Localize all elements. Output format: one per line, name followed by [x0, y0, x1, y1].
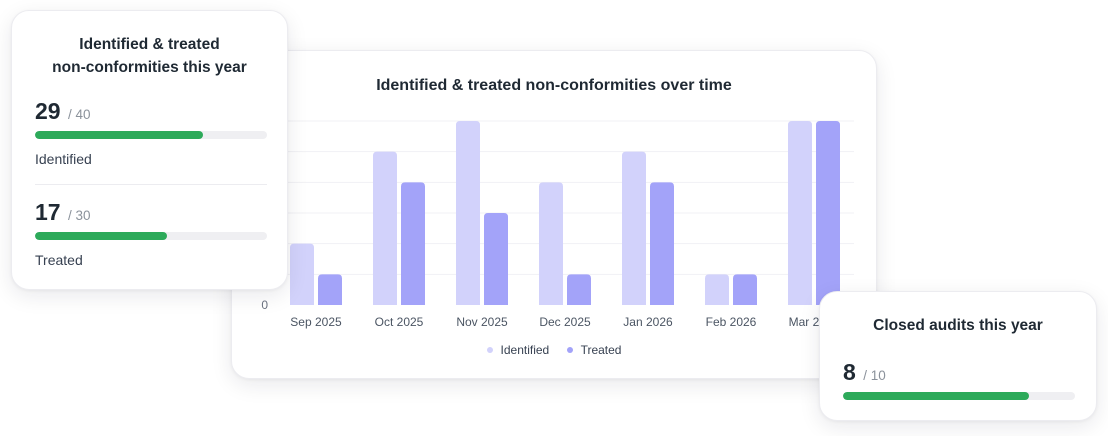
- bar-treated-2[interactable]: [484, 213, 508, 305]
- bar-treated-6[interactable]: [816, 121, 840, 305]
- treated-value: 17: [35, 199, 61, 225]
- audits-progress-bar: [843, 392, 1075, 400]
- bar-identified-6[interactable]: [788, 121, 812, 305]
- y-tick-label: 0: [261, 298, 268, 312]
- closed-audits-card: Closed audits this year 8 / 10: [819, 291, 1097, 421]
- chart-title: Identified & treated non-conformities ov…: [376, 77, 732, 94]
- legend-item-identified[interactable]: Identified: [486, 343, 550, 357]
- bar-treated-1[interactable]: [401, 182, 425, 305]
- bar-chart: 0 Sep 2025 Oct 2025 Nov 2025 Dec 2025 Jan 202…: [261, 120, 854, 329]
- nonconformities-stats-card: Identified & treated non-conformities th…: [11, 10, 288, 290]
- x-tick-label: Jan 2026: [623, 315, 673, 329]
- identified-total: / 40: [68, 107, 91, 122]
- treated-progress-bar: [35, 232, 267, 240]
- legend-label-identified: Identified: [500, 343, 550, 357]
- identified-metric: 29 / 40 Identified: [35, 98, 267, 167]
- x-tick-label: Feb 2026: [706, 315, 757, 329]
- chart-legend: Identified Treated: [232, 343, 876, 357]
- identified-label: Identified: [35, 151, 92, 167]
- treated-label: Treated: [35, 252, 83, 268]
- bar-treated-4[interactable]: [650, 182, 674, 305]
- audits-total: / 10: [863, 368, 886, 383]
- stats-card-title: Identified & treated non-conformities th…: [32, 33, 267, 79]
- audits-metric: 8 / 10: [843, 359, 1075, 400]
- bar-identified-2[interactable]: [456, 121, 480, 305]
- audits-card-title: Closed audits this year: [873, 317, 1043, 334]
- x-tick-label: Dec 2025: [539, 315, 591, 329]
- metric-divider: [35, 184, 267, 185]
- legend-label-treated: Treated: [580, 343, 622, 357]
- stats-title-line1: Identified & treated: [79, 36, 220, 53]
- identified-progress-fill: [35, 131, 204, 139]
- audits-value: 8: [843, 359, 856, 385]
- x-tick-label: Nov 2025: [456, 315, 508, 329]
- chart-card: 0 Sep 2025 Oct 2025 Nov 2025 Dec 2025 Jan 202…: [231, 50, 877, 379]
- bar-treated-5[interactable]: [733, 274, 757, 305]
- bar-identified-1[interactable]: [373, 151, 397, 305]
- treated-progress-fill: [35, 232, 167, 240]
- identified-value: 29: [35, 98, 61, 124]
- bar-identified-3[interactable]: [539, 182, 563, 305]
- bar-identified-0[interactable]: [290, 243, 314, 305]
- legend-item-treated[interactable]: Treated: [566, 343, 622, 357]
- stats-title-line2: non-conformities this year: [52, 59, 247, 76]
- bar-treated-3[interactable]: [567, 274, 591, 305]
- identified-progress-bar: [35, 131, 267, 139]
- x-tick-label: Oct 2025: [375, 315, 424, 329]
- x-tick-label: Sep 2025: [290, 315, 342, 329]
- legend-dot-treated: [566, 346, 573, 353]
- bar-identified-4[interactable]: [622, 151, 646, 305]
- treated-metric: 17 / 30 Treated: [35, 199, 267, 268]
- treated-total: / 30: [68, 208, 91, 223]
- legend-dot-identified: [486, 346, 493, 353]
- audits-progress-fill: [843, 392, 1029, 400]
- bar-identified-5[interactable]: [705, 274, 729, 305]
- bar-treated-0[interactable]: [318, 274, 342, 305]
